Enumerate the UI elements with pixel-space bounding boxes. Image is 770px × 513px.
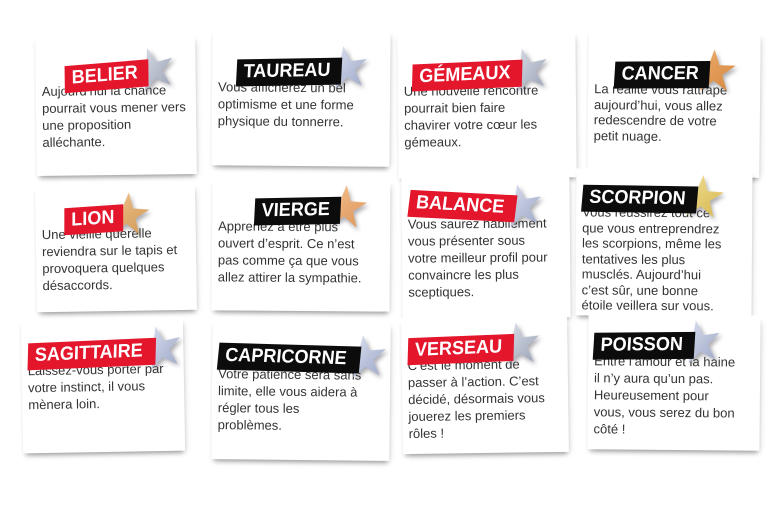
sign-name: CAPRICORNE [224,344,348,370]
sign-banner-row: VERSEAU [407,319,568,366]
sign-name: VIERGE [261,198,331,222]
sign-banner: SCORPION [581,184,699,214]
star-icon [136,324,183,376]
horoscope-text: Entre l’amour et la haine il n’y aura qu… [593,353,736,437]
sign-banner: VIERGE [253,196,342,226]
sign-name: VERSEAU [414,336,503,361]
star-icon [341,333,387,384]
sign-banner-row: SAGITTAIRE [27,324,184,371]
zodiac-card-capricorne: CAPRICORNE Votre patience sera sans limi… [211,320,391,461]
sign-banner: SAGITTAIRE [27,337,156,371]
zodiac-card-taureau: TAUREAU Vous afficherez un bel optimisme… [211,28,391,167]
sign-banner-row: GÉMEAUX [411,44,576,92]
sign-name: CANCER [620,63,700,85]
zodiac-card-verseau: VERSEAU C’est le moment de passer à l’ac… [401,315,569,455]
sign-banner-row: POISSON [592,318,760,364]
sign-banner-row: TAUREAU [235,44,390,89]
zodiac-card-vierge: VIERGE Apprenez à être plus ouvert d’esp… [211,178,391,312]
zodiac-card-belier: BELIER Aujourd’hui la chance pourrait vo… [35,34,197,176]
star-icon [497,181,545,233]
sign-banner: CANCER [613,60,711,89]
star-icon [503,46,550,98]
star-icon [692,48,737,98]
sign-name: BALANCE [414,192,506,218]
sign-name: GÉMEAUX [418,62,511,88]
sign-banner: VERSEAU [407,333,515,366]
sign-banner: POISSON [592,331,695,360]
sign-banner: GÉMEAUX [411,59,523,92]
sign-name: POISSON [599,333,684,356]
sign-banner: BALANCE [407,189,518,223]
sign-banner: TAUREAU [235,57,343,87]
zodiac-card-balance: BALANCE Vous saurez habilement vous prés… [401,175,571,319]
zodiac-card-sagittaire: SAGITTAIRE Laissez-vous porter par votre… [20,316,186,454]
star-icon [324,44,370,95]
sign-banner-row: VIERGE [253,183,391,228]
sign-banner-row: BELIER [63,42,197,94]
star-icon [495,320,542,372]
sign-name: TAUREAU [243,59,332,83]
zodiac-card-gemeaux: GÉMEAUX Une nouvelle rencontre pourrait … [397,31,577,179]
sign-banner-row: LION [63,186,197,236]
sign-banner-row: BALANCE [407,177,570,228]
sign-banner-row: SCORPION [581,172,752,218]
sign-name: SAGITTAIRE [34,340,144,367]
star-icon [676,319,721,369]
zodiac-card-scorpion: SCORPION Vous réussirez tout ce que vous… [575,168,753,317]
star-icon [128,44,177,98]
sign-banner-row: CANCER [613,48,760,92]
sign-name: BELIER [71,62,138,89]
zodiac-card-poisson: POISSON Entre l’amour et la haine il n’y… [587,314,761,451]
zodiac-card-lion: LION Une vieille querelle reviendra sur … [35,182,197,313]
sign-banner: LION [64,204,124,236]
sign-banner: CAPRICORNE [216,342,362,374]
sign-name: LION [71,206,115,231]
sign-name: SCORPION [588,186,687,210]
horoscope-text: Vous saurez habilement vous présenter so… [407,215,548,300]
zodiac-card-cancer: CANCER La réalité vous rattrape aujourd’… [587,30,761,178]
sign-banner-row: CAPRICORNE [216,330,391,378]
